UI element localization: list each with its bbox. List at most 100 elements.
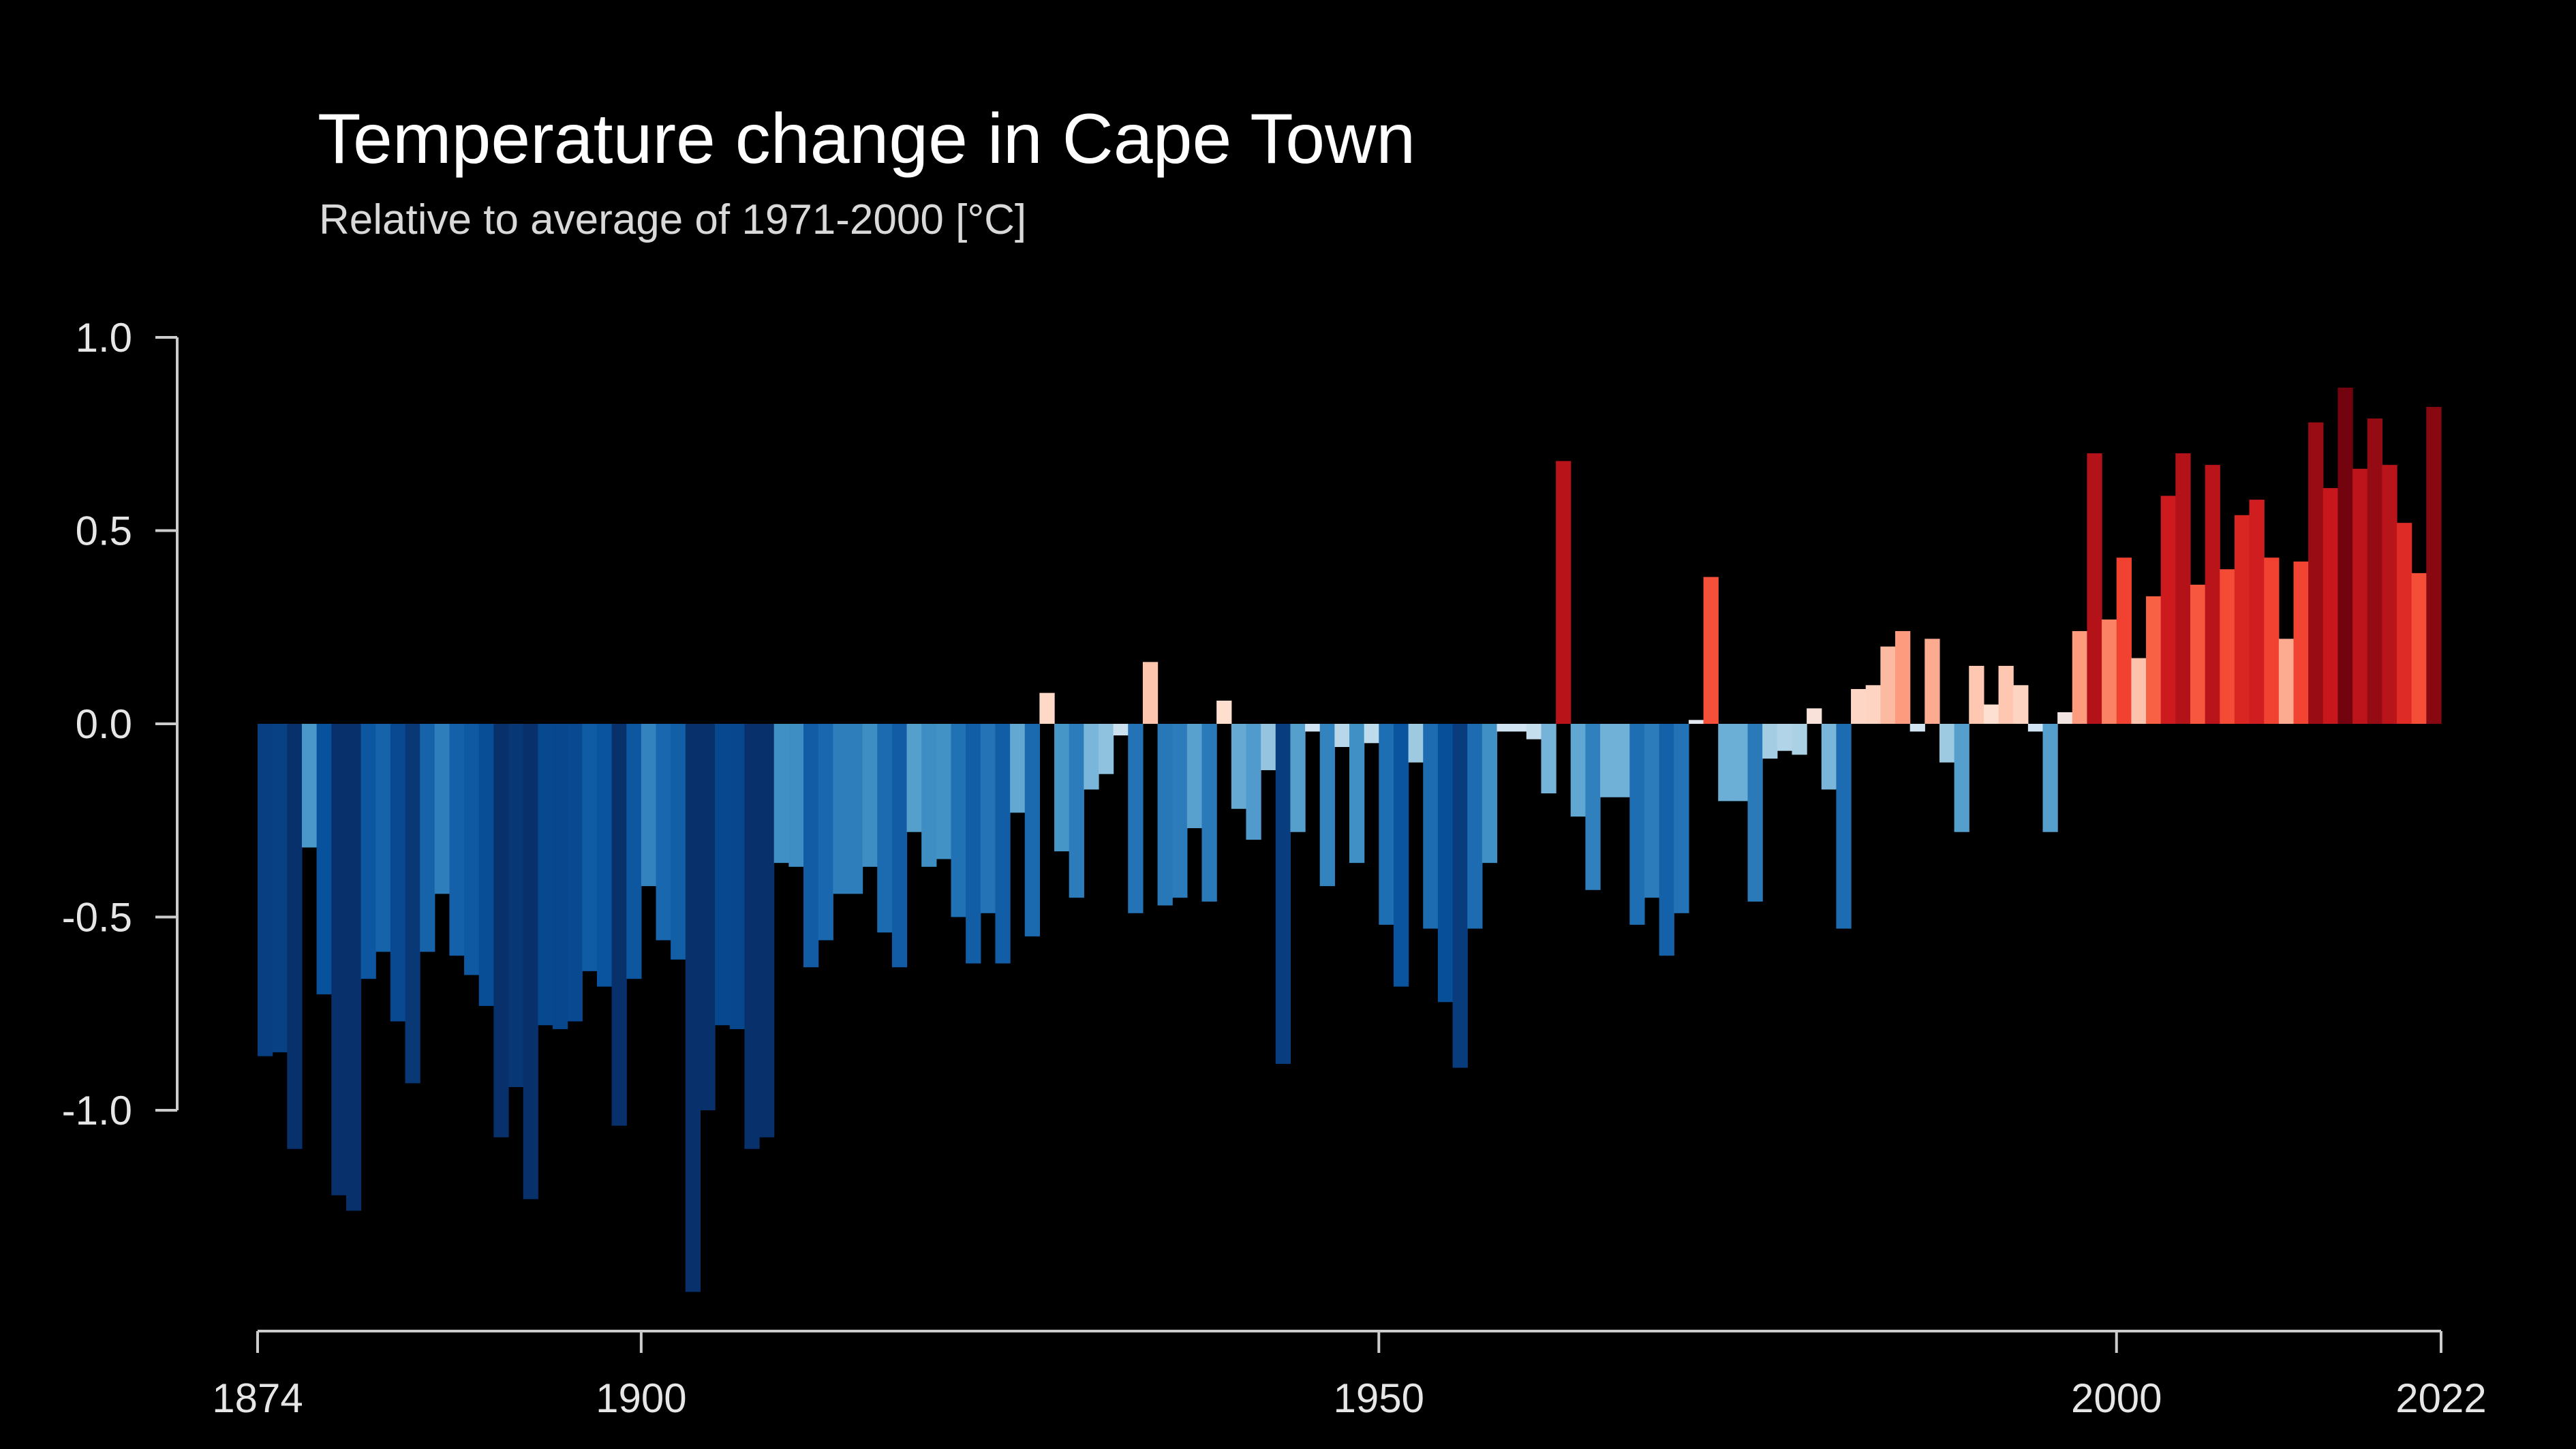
bar-1963: [1570, 724, 1586, 817]
bar-2018: [2382, 465, 2397, 724]
bar-2009: [2249, 500, 2265, 724]
bar-1904: [700, 724, 716, 1110]
bar-1934: [1142, 662, 1159, 724]
bar-1882: [375, 724, 391, 952]
bar-1909: [773, 724, 789, 864]
bar-1942: [1261, 724, 1276, 771]
bar-2001: [2131, 658, 2147, 724]
bar-1888: [464, 724, 480, 975]
bar-1923: [980, 724, 996, 913]
bar-1999: [2102, 619, 2117, 724]
bar-1912: [818, 724, 833, 941]
bar-1973: [1718, 724, 1734, 802]
x-tick-label: 1874: [212, 1375, 303, 1421]
bar-1878: [316, 724, 332, 994]
bar-1921: [951, 724, 966, 917]
bar-1994: [2027, 724, 2044, 732]
bar-1900: [641, 724, 657, 887]
x-tick-label: 1900: [596, 1375, 686, 1421]
bar-1902: [671, 724, 686, 960]
y-tick-label: 0.5: [76, 508, 132, 554]
bar-1997: [2072, 630, 2088, 724]
bar-1992: [1998, 665, 2014, 724]
bar-1874: [258, 724, 273, 1056]
bar-1946: [1319, 724, 1335, 887]
bar-1879: [331, 724, 347, 1195]
bar-1891: [508, 724, 524, 1087]
bar-1910: [788, 724, 804, 867]
bar-1937: [1186, 724, 1203, 829]
bar-1967: [1629, 724, 1645, 925]
bar-1918: [906, 724, 922, 832]
bar-2004: [2175, 453, 2191, 724]
x-tick-label: 2000: [2071, 1375, 2162, 1421]
bar-2005: [2190, 584, 2206, 724]
bar-1922: [966, 724, 981, 964]
bar-2020: [2411, 573, 2427, 724]
bar-1957: [1482, 724, 1498, 864]
bar-2010: [2264, 558, 2280, 724]
bar-1962: [1556, 461, 1571, 724]
bar-1998: [2087, 453, 2102, 724]
chart-subtitle: Relative to average of 1971-2000 [°C]: [319, 196, 1027, 243]
bar-1876: [287, 724, 303, 1149]
bar-1975: [1747, 724, 1763, 902]
bar-1884: [405, 724, 420, 1084]
bar-1993: [2013, 685, 2029, 724]
bar-2016: [2352, 468, 2368, 724]
bar-1880: [346, 724, 362, 1211]
bar-1987: [1925, 639, 1940, 724]
bar-1929: [1069, 724, 1084, 898]
bar-1977: [1777, 724, 1793, 751]
bar-1978: [1792, 724, 1807, 755]
bar-1890: [493, 724, 509, 1138]
bar-1950: [1379, 724, 1394, 925]
bar-1949: [1364, 724, 1379, 744]
bar-group: [258, 387, 2442, 1292]
bar-1895: [567, 724, 583, 1022]
bar-1996: [2057, 712, 2073, 724]
bar-2013: [2308, 422, 2324, 724]
bar-1898: [611, 724, 627, 1126]
bar-1979: [1807, 708, 1822, 724]
bar-2017: [2367, 418, 2383, 724]
bar-1914: [847, 724, 863, 894]
bar-1877: [301, 724, 318, 848]
bar-1927: [1039, 692, 1055, 724]
bar-1958: [1497, 724, 1512, 732]
bar-1990: [1969, 665, 1984, 724]
bar-1983: [1865, 685, 1881, 724]
bar-1903: [685, 724, 701, 1292]
bar-1916: [877, 724, 893, 933]
bar-1943: [1275, 724, 1291, 1064]
x-tick-label: 2022: [2395, 1375, 2486, 1421]
bar-1959: [1512, 724, 1527, 732]
bar-2014: [2322, 488, 2339, 724]
bar-1991: [1983, 704, 1999, 724]
bar-1952: [1408, 724, 1424, 763]
bar-1933: [1128, 724, 1144, 913]
bar-1899: [626, 724, 642, 979]
x-axis: 1874 1900 1950 2000 2022: [212, 1330, 2487, 1421]
bar-1896: [582, 724, 598, 971]
bar-1984: [1880, 646, 1896, 724]
bar-1982: [1851, 688, 1867, 724]
bar-1897: [596, 724, 613, 987]
bar-1911: [803, 724, 819, 968]
bar-2008: [2234, 515, 2250, 724]
bar-1986: [1910, 724, 1925, 732]
bar-1913: [833, 724, 848, 894]
bar-1940: [1231, 724, 1247, 809]
bar-1928: [1054, 724, 1070, 852]
bar-1908: [759, 724, 775, 1138]
bar-1965: [1600, 724, 1616, 797]
bar-1955: [1452, 724, 1468, 1068]
bar-1905: [715, 724, 731, 1026]
bar-1951: [1393, 724, 1409, 987]
bar-1995: [2042, 724, 2058, 832]
bar-2019: [2397, 523, 2412, 724]
y-tick-label: -1.0: [62, 1088, 132, 1133]
bar-1966: [1614, 724, 1630, 797]
bar-1930: [1084, 724, 1099, 790]
